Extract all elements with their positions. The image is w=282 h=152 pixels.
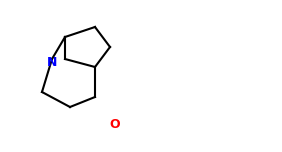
Text: O: O bbox=[110, 117, 120, 131]
Text: N: N bbox=[47, 55, 57, 69]
